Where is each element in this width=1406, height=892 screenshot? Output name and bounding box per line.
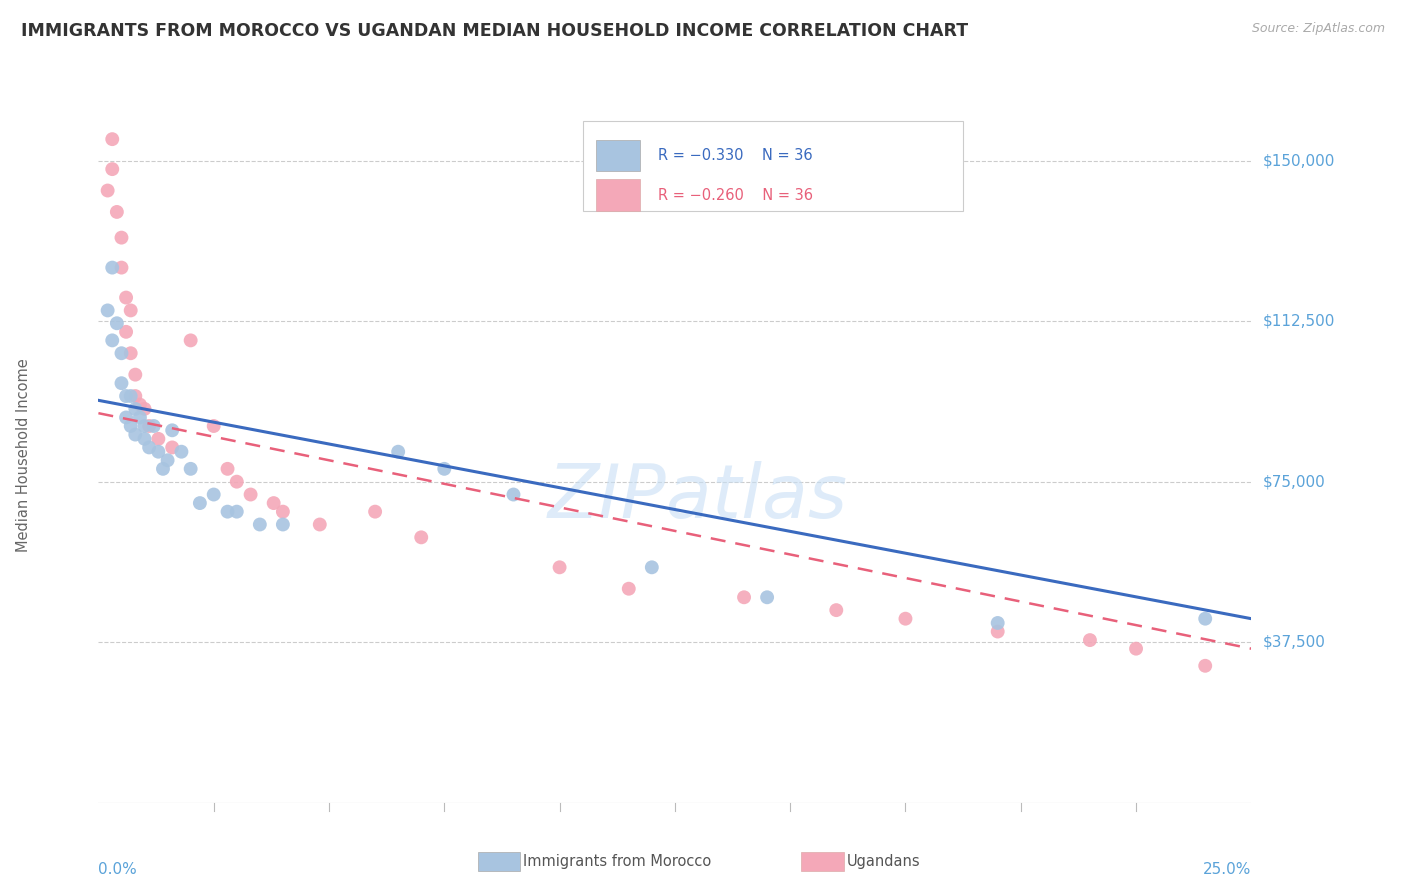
Point [120,389,142,403]
Point [387,444,409,458]
Point [124,368,146,382]
Point [142,419,165,434]
Text: Median Household Income: Median Household Income [15,358,31,552]
Point [148,432,170,446]
Point [129,410,152,425]
Point [110,346,132,360]
Point [180,334,202,348]
Point [134,401,156,416]
Point [138,441,160,455]
Point [97,184,120,198]
Point [129,398,152,412]
Point [825,603,848,617]
Point [188,496,211,510]
Point [101,334,124,348]
Point [115,410,138,425]
Point [134,432,156,446]
Point [160,423,183,437]
Point [120,419,142,434]
Point [120,303,142,318]
Point [152,462,174,476]
Point [1125,641,1147,656]
Text: 0.0%: 0.0% [98,862,138,877]
Text: $75,000: $75,000 [1263,475,1326,489]
Point [239,487,262,501]
Point [124,401,146,416]
Point [105,316,128,330]
Point [115,325,138,339]
Point [170,444,193,458]
Point [105,205,128,219]
Point [548,560,571,574]
Point [1194,612,1216,626]
Point [1078,633,1101,648]
Point [138,419,160,434]
Point [308,517,330,532]
Point [225,505,247,519]
Bar [596,140,640,171]
Point [124,389,146,403]
Point [617,582,640,596]
Text: 25.0%: 25.0% [1204,862,1251,877]
Point [101,162,124,177]
Bar [596,179,640,211]
Point [101,260,124,275]
Point [225,475,247,489]
Point [641,560,664,574]
Point [124,427,146,442]
Point [156,453,179,467]
Point [160,441,183,455]
Point [987,624,1010,639]
Point [134,419,156,434]
Point [110,230,132,244]
Text: ZIPatlas: ZIPatlas [548,460,848,533]
Point [271,505,294,519]
Point [364,505,387,519]
Point [987,615,1010,630]
Text: $112,500: $112,500 [1263,314,1334,328]
Point [263,496,285,510]
Point [411,530,433,544]
Point [110,376,132,391]
Text: Immigrants from Morocco: Immigrants from Morocco [523,855,711,869]
Point [217,462,239,476]
Point [101,132,124,146]
Point [733,591,755,605]
Point [202,419,225,434]
Point [894,612,917,626]
Text: IMMIGRANTS FROM MOROCCO VS UGANDAN MEDIAN HOUSEHOLD INCOME CORRELATION CHART: IMMIGRANTS FROM MOROCCO VS UGANDAN MEDIA… [21,22,969,40]
Text: Ugandans: Ugandans [846,855,920,869]
Text: R = −0.260    N = 36: R = −0.260 N = 36 [658,187,813,202]
Text: Source: ZipAtlas.com: Source: ZipAtlas.com [1251,22,1385,36]
Point [120,346,142,360]
Point [115,291,138,305]
Point [756,591,779,605]
Text: $150,000: $150,000 [1263,153,1334,168]
Point [1194,658,1216,673]
Point [217,505,239,519]
Point [97,303,120,318]
Point [433,462,456,476]
Point [202,487,225,501]
Point [502,487,524,501]
Text: $37,500: $37,500 [1263,635,1326,649]
Point [271,517,294,532]
Point [115,389,138,403]
Point [148,444,170,458]
Point [180,462,202,476]
Text: R = −0.330    N = 36: R = −0.330 N = 36 [658,148,813,163]
FancyBboxPatch shape [582,121,963,211]
Point [249,517,271,532]
Point [110,260,132,275]
